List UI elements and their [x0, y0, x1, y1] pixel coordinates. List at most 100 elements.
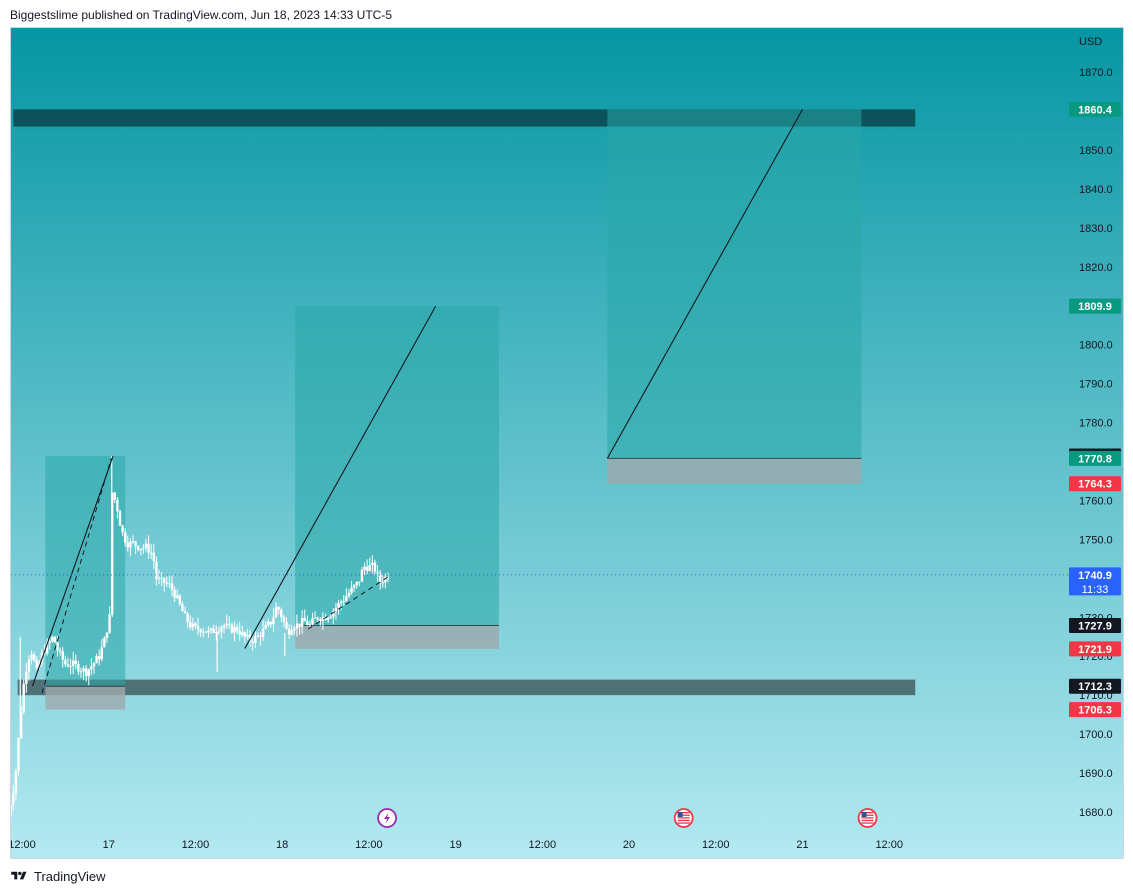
- x-tick-label: 12:00: [529, 839, 557, 851]
- candle-body: [71, 660, 75, 666]
- us-flag-event-icon-2[interactable]: [857, 808, 878, 828]
- price-label-1770.8: 1770.8: [1078, 453, 1112, 465]
- long-position-2-trend-line[interactable]: [244, 305, 437, 649]
- publish-info: Biggestslime published on TradingView.co…: [10, 8, 393, 22]
- earnings-event-icon[interactable]: [377, 808, 397, 828]
- candle-body: [269, 621, 273, 625]
- candle-body: [337, 603, 340, 608]
- y-tick-label: 1840.0: [1079, 184, 1113, 196]
- flag-stripe: [677, 819, 690, 822]
- x-tick-label: 18: [276, 839, 288, 851]
- flag-stripe: [677, 812, 690, 814]
- candle-body: [225, 623, 228, 626]
- candle-body: [339, 602, 343, 604]
- price-label-1740.9: 1740.9: [1078, 570, 1112, 582]
- long-position-2-stop-area[interactable]: [295, 625, 499, 649]
- candle-body: [204, 631, 208, 633]
- candle-body: [14, 771, 18, 794]
- candle-body: [274, 607, 278, 618]
- long-position-3-trend-line[interactable]: [606, 109, 803, 459]
- candle-body: [209, 628, 213, 631]
- candle-body: [12, 793, 15, 805]
- candle-body: [326, 617, 330, 620]
- flag-stripe: [861, 814, 874, 816]
- x-tick-label: 12:00: [702, 839, 730, 851]
- candle-body: [220, 627, 223, 632]
- us-flag-event-icon-1[interactable]: [673, 808, 694, 828]
- y-tick-label: 1690.0: [1079, 768, 1113, 780]
- candle-body: [303, 618, 306, 622]
- candle-body: [144, 543, 148, 548]
- candle-body: [27, 659, 31, 672]
- candle-body: [58, 650, 62, 652]
- candle-body: [181, 604, 184, 612]
- candle-body: [311, 618, 314, 624]
- candle-body: [373, 562, 377, 572]
- price-label-1706.3-bg: [1069, 702, 1121, 718]
- candle-body: [121, 525, 124, 533]
- candle-body: [277, 607, 280, 610]
- candle-body: [254, 636, 257, 643]
- x-tick-label: 12:00: [875, 839, 903, 851]
- chart-frame[interactable]: USD 1680.01690.01700.01710.01720.01730.0…: [10, 27, 1124, 859]
- price-label-1727.9: 1727.9: [1078, 620, 1112, 632]
- long-position-1-projection-line[interactable]: [41, 458, 112, 694]
- candle-body: [235, 627, 239, 631]
- candle-body: [69, 665, 72, 667]
- candle-body: [329, 616, 332, 618]
- countdown-label: 11:33: [1082, 584, 1109, 596]
- candle-body: [243, 632, 247, 637]
- candle-body: [217, 631, 221, 633]
- candle-body: [199, 629, 202, 633]
- candle-body: [384, 576, 387, 583]
- y-tick-label: 1700.0: [1079, 729, 1113, 741]
- candle-body: [147, 543, 150, 553]
- candle-body: [306, 621, 309, 626]
- y-tick-label: 1800.0: [1079, 340, 1113, 352]
- flag-stripe: [677, 814, 690, 816]
- long-position-1-trend-line[interactable]: [31, 455, 114, 687]
- candle-body: [157, 578, 161, 580]
- bolt-glyph: [384, 812, 391, 824]
- candle-body: [176, 595, 179, 598]
- price-label-1740.9-bg: [1069, 567, 1121, 596]
- candle-body: [293, 628, 296, 631]
- price-label-1706.3: 1706.3: [1078, 705, 1112, 717]
- candle-body: [272, 617, 275, 625]
- candle-body: [241, 632, 244, 635]
- long-position-1-stop-area[interactable]: [45, 686, 126, 710]
- footer: TradingView: [10, 866, 106, 886]
- price-chart[interactable]: USD 1680.01690.01700.01710.01720.01730.0…: [11, 28, 1123, 858]
- price-label-1764.3: 1764.3: [1078, 479, 1112, 491]
- candle-body: [90, 666, 93, 670]
- long-position-2-target-area[interactable]: [295, 306, 499, 626]
- candle-body: [261, 628, 265, 637]
- candle-body: [105, 632, 109, 638]
- candle-body: [378, 573, 382, 583]
- y-tick-label: 1760.0: [1079, 495, 1113, 507]
- candle-body: [256, 635, 260, 637]
- long-position-3-target-area[interactable]: [607, 109, 862, 459]
- price-label-1770.8-bg: [1069, 450, 1121, 466]
- y-tick-label: 1820.0: [1079, 262, 1113, 274]
- candle-body: [386, 576, 390, 579]
- candle-body: [118, 511, 122, 526]
- candle-body: [332, 611, 335, 617]
- candle-body: [352, 585, 356, 588]
- long-position-2-projection-line[interactable]: [307, 575, 390, 630]
- demand-zone[interactable]: [17, 679, 916, 696]
- flag-stripe: [861, 812, 874, 814]
- candle-body: [376, 571, 379, 574]
- footer-brand[interactable]: TradingView: [34, 868, 106, 884]
- candle-body: [77, 663, 80, 672]
- long-position-3-stop-area[interactable]: [607, 458, 862, 484]
- y-tick-label: 1830.0: [1079, 223, 1113, 235]
- flag-stripe: [677, 822, 690, 824]
- candle-body: [165, 582, 169, 584]
- tradingview-logo-icon[interactable]: [10, 870, 28, 882]
- x-tick-label: 17: [103, 839, 115, 851]
- candle-body: [300, 618, 304, 627]
- candle-body: [358, 581, 361, 583]
- candle-body: [316, 617, 319, 620]
- candle-body: [202, 631, 205, 633]
